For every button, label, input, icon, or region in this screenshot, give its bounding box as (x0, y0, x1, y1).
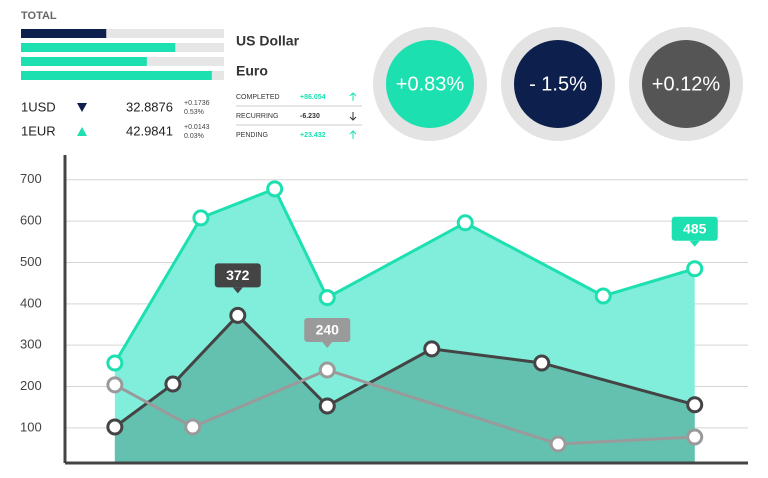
indicator-circle (386, 40, 474, 128)
point (686, 396, 704, 414)
currency-rate: 42.9841 (126, 123, 173, 138)
y-tick-label: 700 (20, 171, 42, 186)
point (106, 354, 124, 372)
point (318, 289, 336, 307)
label-pointer (232, 287, 243, 294)
y-tick-label: 200 (20, 378, 42, 393)
area (114, 315, 695, 463)
y-tick-label: 100 (20, 419, 42, 434)
point (192, 209, 210, 227)
point (594, 287, 612, 305)
point (423, 340, 441, 358)
up-arrow (349, 130, 357, 139)
status-label: COMPLETED (236, 94, 280, 101)
indicator-circle (514, 40, 602, 128)
currency-change: +0.0143 (184, 124, 210, 131)
data-label: 485 (683, 220, 707, 236)
status-label: PENDING (236, 132, 268, 139)
currency-percent: 0.03% (184, 133, 204, 140)
indicator-text: +0.12% (652, 73, 721, 95)
status-value: +86.054 (300, 94, 326, 101)
data-label: 372 (226, 267, 250, 283)
point (533, 354, 551, 372)
point (184, 418, 202, 436)
indicator-text: +0.83% (396, 73, 465, 95)
point (456, 214, 474, 232)
point (106, 376, 124, 394)
point (164, 375, 182, 393)
y-tick-label: 500 (20, 254, 42, 269)
currency-rate: 32.8876 (126, 99, 173, 114)
label-box (671, 216, 718, 241)
indicator-text: - 1.5% (529, 73, 587, 95)
down-arrow (349, 112, 357, 121)
point (318, 397, 336, 415)
status-label: RECURRING (236, 113, 278, 120)
label-box (304, 317, 351, 342)
down-icon (77, 103, 87, 112)
currency-change: +0.1736 (184, 100, 210, 107)
point (549, 435, 567, 453)
y-tick-label: 400 (20, 295, 42, 310)
up-arrow (349, 92, 357, 101)
y-tick-label: 600 (20, 213, 42, 228)
bar (21, 29, 107, 38)
up-icon (77, 127, 87, 136)
point (686, 428, 704, 446)
currency-percent: 0.53% (184, 109, 204, 116)
currency-code: 1USD (21, 99, 56, 114)
point (229, 306, 247, 324)
status-value: +23.432 (300, 132, 326, 139)
bar (21, 57, 147, 66)
point (686, 260, 704, 278)
currency-name: Euro (236, 63, 268, 79)
point (266, 180, 284, 198)
label-pointer (689, 240, 700, 247)
status-value: -6.230 (300, 113, 320, 120)
total-title: TOTAL (21, 10, 57, 22)
y-tick-label: 300 (20, 337, 42, 352)
indicator-circle (642, 40, 730, 128)
label-pointer (322, 341, 333, 348)
data-label: 240 (316, 322, 340, 338)
bar (21, 43, 176, 52)
currency-code: 1EUR (21, 123, 56, 138)
bar-track (21, 29, 224, 38)
currency-name: US Dollar (236, 33, 300, 49)
point (318, 361, 336, 379)
bar (21, 71, 212, 80)
point (106, 418, 124, 436)
label-box (214, 263, 261, 288)
